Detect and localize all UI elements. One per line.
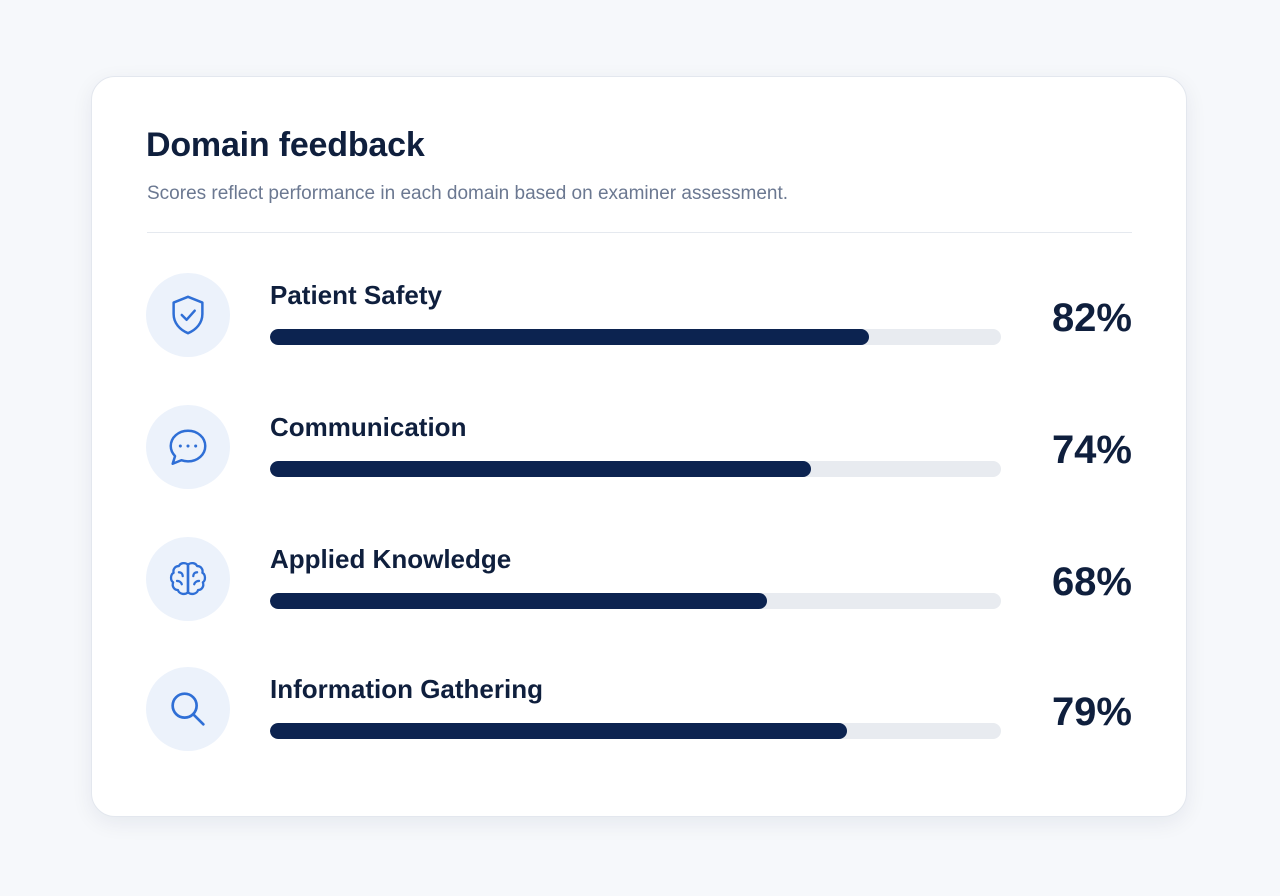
domain-label: Information Gathering <box>270 674 543 704</box>
domain-row-communication: Communication 74% <box>146 405 1132 491</box>
domain-row-information-gathering: Information Gathering 79% <box>146 667 1132 753</box>
score-bar-track <box>270 329 1001 345</box>
score-bar-track <box>270 723 1001 739</box>
score-bar-track <box>270 593 1001 609</box>
shield-check-icon <box>146 273 230 357</box>
score-percent: 68% <box>1051 560 1132 604</box>
score-bar-fill <box>270 593 768 609</box>
score-percent: 74% <box>1051 428 1132 472</box>
score-percent: 79% <box>1051 690 1132 734</box>
card-title: Domain feedback <box>146 126 425 164</box>
brain-icon <box>146 537 230 621</box>
score-percent: 82% <box>1051 296 1132 340</box>
card-subtitle: Scores reflect performance in each domai… <box>147 183 789 204</box>
domain-row-patient-safety: Patient Safety 82% <box>146 273 1132 359</box>
domain-row-applied-knowledge: Applied Knowledge 68% <box>146 537 1132 623</box>
domain-label: Patient Safety <box>270 280 442 310</box>
domain-label: Applied Knowledge <box>270 544 512 574</box>
score-bar-fill <box>270 723 848 739</box>
domain-label: Communication <box>270 412 467 442</box>
score-bar-fill <box>270 329 870 345</box>
score-bar-track <box>270 461 1001 477</box>
score-bar-fill <box>270 461 811 477</box>
search-icon <box>146 667 230 751</box>
chat-bubble-icon <box>146 405 230 489</box>
divider <box>147 232 1132 233</box>
domain-feedback-card: Domain feedback Scores reflect performan… <box>91 76 1187 817</box>
